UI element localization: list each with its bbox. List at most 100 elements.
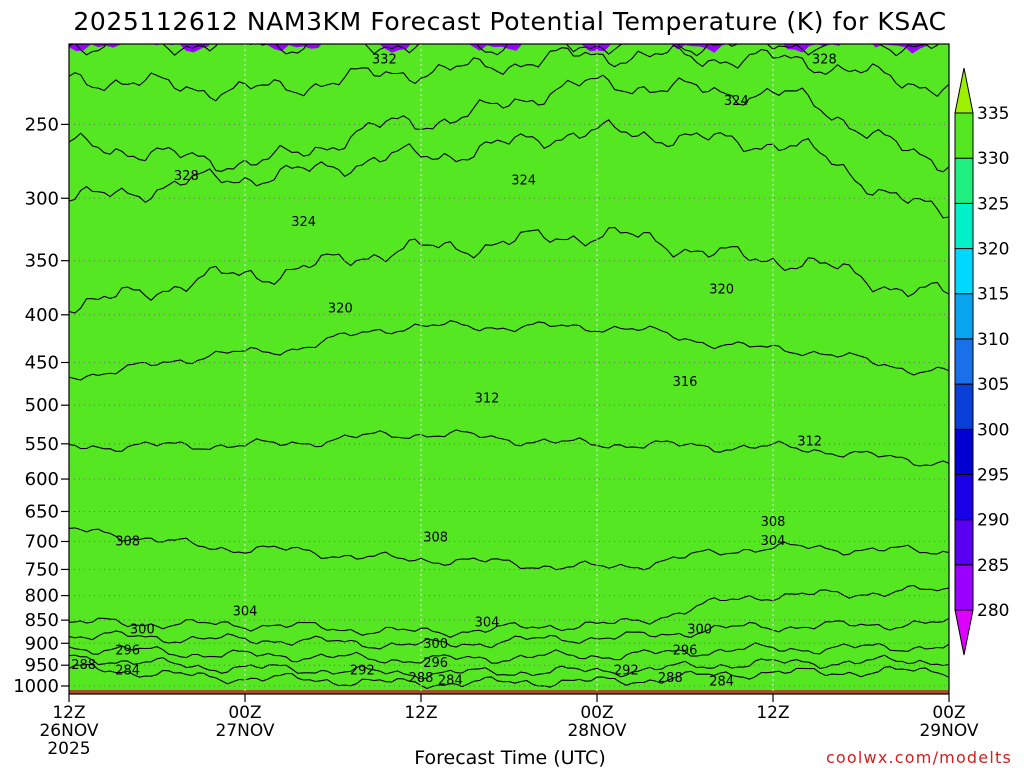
contour-label: 292: [350, 663, 375, 678]
contour-label: 304: [761, 534, 786, 549]
x-tick-label: 28NOV: [567, 721, 626, 741]
x-axis-label: Forecast Time (UTC): [414, 747, 605, 768]
x-tick-label: 00Z: [228, 703, 261, 723]
contour-label: 328: [174, 169, 199, 184]
contour-label: 296: [423, 656, 448, 671]
y-tick-label: 750: [25, 559, 59, 580]
y-tick-label: 950: [25, 655, 59, 676]
contour-label: 324: [291, 215, 316, 230]
colorbar-label: 290: [977, 511, 1009, 531]
y-tick-label: 300: [25, 188, 59, 209]
y-tick-label: 850: [25, 610, 59, 631]
contour-label: 304: [233, 604, 258, 619]
contour-304: [69, 527, 949, 571]
colorbar-min-arrow: [954, 609, 974, 656]
colorbar-segment: [954, 474, 974, 521]
colorbar-label: 310: [977, 330, 1009, 350]
band-330-335: [69, 44, 949, 694]
colorbar-label: 295: [977, 465, 1009, 485]
colorbar-segment: [954, 112, 974, 159]
colorbar-label: 320: [977, 240, 1009, 260]
colorbar-label: 300: [977, 420, 1009, 440]
contour-label: 292: [614, 663, 639, 678]
contour-300: [69, 584, 949, 639]
plot-frame: [68, 43, 950, 695]
colorbar-segment: [954, 202, 974, 250]
contour-label: 332: [372, 53, 397, 68]
contour-label: 284: [438, 673, 463, 688]
y-tick-label: 250: [25, 114, 59, 135]
contour-label: 288: [71, 658, 96, 673]
contour-332: [69, 44, 939, 57]
contour-308: [69, 429, 949, 467]
y-tick-label: 900: [25, 633, 59, 654]
contour-label: 312: [475, 392, 500, 407]
pressure-axis: 2503003504004505005506006507007508008509…: [13, 114, 69, 697]
colorbar-segment: [954, 383, 974, 430]
colorbar-label: 315: [977, 285, 1009, 305]
x-tick-label: 2025: [47, 739, 90, 759]
x-tick-label: 26NOV: [39, 721, 98, 741]
colorbar-max-arrow: [954, 67, 974, 114]
colorbar-segment: [954, 428, 974, 475]
y-tick-label: 650: [25, 501, 59, 522]
contour-label: 300: [687, 623, 712, 638]
contour-label: 328: [812, 53, 837, 68]
contour-label: 288: [409, 671, 434, 686]
credit-text: coolwx.com/modelts: [826, 748, 1012, 767]
y-tick-label: 600: [25, 469, 59, 490]
chart-title: 2025112612 NAM3KM Forecast Potential Tem…: [73, 7, 946, 36]
colorbar-segment: [954, 564, 974, 611]
contour-288: [69, 654, 949, 680]
contour-label: 284: [115, 663, 140, 678]
contour-296: [69, 617, 949, 650]
contour-312: [69, 320, 949, 381]
contour-label: 316: [673, 375, 698, 390]
contour-label: 312: [797, 435, 822, 450]
x-tick-label: 00Z: [580, 703, 613, 723]
y-tick-label: 1000: [13, 676, 59, 697]
contour-label: 300: [423, 637, 448, 652]
x-tick-label: 00Z: [932, 703, 965, 723]
contour-label: 308: [761, 515, 786, 530]
y-tick-label: 400: [25, 305, 59, 326]
colorbar-segment: [954, 293, 974, 340]
colorbar-segment: [954, 519, 974, 566]
contour-labels: 332 328 324 328 324 324 320 320 316 312 312 308 308 3…: [71, 53, 836, 690]
contour-label: 320: [709, 283, 734, 298]
contour-label: 296: [673, 643, 698, 658]
colorbar-segment: [954, 338, 974, 385]
contour-label: 308: [115, 534, 140, 549]
colorbar-label: 335: [977, 104, 1009, 124]
colorbar-label: 305: [977, 375, 1009, 395]
contour-292: [69, 642, 949, 664]
contour-label: 284: [709, 674, 734, 689]
contour-316: [69, 226, 949, 314]
contour-label: 300: [130, 623, 155, 638]
y-tick-label: 800: [25, 586, 59, 607]
contour-label: 296: [115, 643, 140, 658]
contour-284: [69, 663, 949, 690]
colorbar-segment: [954, 157, 974, 204]
x-tick-label: 27NOV: [215, 721, 274, 741]
contour-328: [69, 44, 949, 102]
below-ground-mask: [69, 690, 949, 694]
x-tick-label: 12Z: [52, 703, 85, 723]
y-tick-label: 700: [25, 531, 59, 552]
plot-area: 332 328 324 328 324 324 320 320 316 312 312 308 308 3…: [68, 43, 950, 695]
contour-label: 324: [724, 94, 749, 109]
colorbar-label: 325: [977, 194, 1009, 214]
x-tick-label: 29NOV: [919, 721, 978, 741]
x-tick-label: 12Z: [756, 703, 789, 723]
colorbar-segment: [954, 248, 974, 295]
contour-320: [69, 119, 949, 219]
contour-label: 308: [423, 530, 448, 545]
y-tick-label: 500: [25, 395, 59, 416]
colorbar-label: 330: [977, 149, 1009, 169]
contour-324: [69, 74, 949, 173]
y-tick-label: 450: [25, 353, 59, 374]
temperature-bands: [69, 44, 949, 694]
x-tick-label: 12Z: [404, 703, 437, 723]
